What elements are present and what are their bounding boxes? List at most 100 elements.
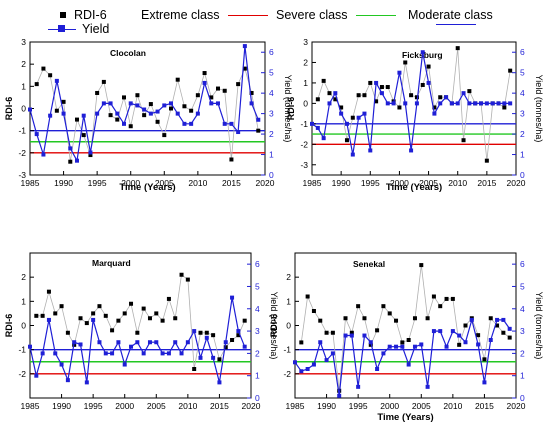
yield-point bbox=[110, 351, 115, 356]
legend-item-extreme: Extreme class bbox=[141, 8, 268, 22]
yield-point bbox=[449, 101, 454, 106]
yield-point bbox=[409, 148, 414, 153]
rdi6-point bbox=[54, 108, 59, 113]
x-tick-label: 2020 bbox=[242, 401, 261, 411]
rdi6-point bbox=[110, 328, 115, 333]
y-tick-label: 0 bbox=[286, 321, 291, 331]
rdi6-point bbox=[88, 153, 93, 158]
yield-point bbox=[61, 111, 66, 116]
rdi6-point bbox=[431, 294, 436, 299]
yield-point bbox=[406, 362, 411, 367]
yield-point bbox=[175, 111, 180, 116]
panel-title: Senekal bbox=[353, 259, 385, 269]
yield-point bbox=[135, 103, 140, 108]
rdi6-point bbox=[321, 78, 326, 83]
yield-point bbox=[160, 351, 165, 356]
y-tick-label: 2 bbox=[286, 272, 291, 282]
panel-title: Marquard bbox=[92, 258, 131, 268]
rdi6-point bbox=[175, 77, 180, 82]
yield-point bbox=[432, 111, 437, 116]
y2-tick-label: 3 bbox=[520, 326, 525, 336]
rdi6-point bbox=[179, 272, 184, 277]
yield-point bbox=[444, 344, 449, 349]
yield-point bbox=[463, 340, 468, 345]
rdi6-point bbox=[95, 90, 100, 95]
rdi6-point bbox=[327, 91, 332, 96]
rdi6-point bbox=[217, 357, 222, 362]
yield-point bbox=[502, 101, 507, 106]
yield-point bbox=[230, 295, 235, 300]
y2-tick-label: 5 bbox=[520, 281, 525, 291]
rdi6-point bbox=[356, 93, 361, 98]
rdi6-point bbox=[148, 102, 153, 107]
rdi6-point bbox=[381, 304, 386, 309]
yield-point bbox=[343, 333, 348, 338]
rdi6-point bbox=[65, 330, 70, 335]
y-tick-label: -2 bbox=[283, 369, 291, 379]
yield-point bbox=[374, 80, 379, 85]
yield-point bbox=[242, 344, 247, 349]
rdi6-point bbox=[315, 97, 320, 102]
yield-point bbox=[438, 329, 443, 334]
x-tick-label: 1995 bbox=[361, 178, 380, 188]
yield-point bbox=[195, 111, 200, 116]
y-tick-label: -2 bbox=[18, 148, 26, 158]
panel-title: Clocolan bbox=[110, 48, 146, 58]
yield-point bbox=[414, 101, 419, 106]
yield-point bbox=[108, 101, 113, 106]
x-tick-label: 2020 bbox=[256, 178, 275, 188]
y-tick-label: -3 bbox=[300, 160, 308, 170]
rdi6-point bbox=[438, 95, 443, 100]
y2-tick-label: 5 bbox=[255, 281, 260, 291]
rdi6-point bbox=[209, 95, 214, 100]
rdi6-point bbox=[406, 338, 411, 342]
rdi6-point bbox=[299, 340, 304, 345]
x-tick-label: 2020 bbox=[507, 178, 526, 188]
yield-point bbox=[217, 380, 222, 385]
yield-point bbox=[467, 101, 472, 106]
y2-tick-label: 2 bbox=[520, 348, 525, 358]
rdi6-point bbox=[122, 311, 127, 316]
y-axis-label: RDI-6 bbox=[4, 97, 14, 121]
legend-item-rdi6: RDI-6 bbox=[60, 8, 107, 22]
yield-point bbox=[501, 317, 506, 322]
y2-tick-label: 4 bbox=[520, 304, 525, 314]
rdi6-point bbox=[141, 306, 146, 311]
x-tick-label: 1990 bbox=[52, 401, 71, 411]
rdi6-point bbox=[166, 296, 171, 301]
y2-tick-label: 0 bbox=[520, 393, 525, 403]
yield-point bbox=[394, 344, 399, 349]
rdi6-point bbox=[349, 330, 354, 335]
rdi6-series-line bbox=[36, 67, 259, 162]
rdi6-point bbox=[185, 277, 190, 282]
y-tick-label: -1 bbox=[283, 345, 291, 355]
yield-point bbox=[356, 115, 361, 120]
rdi6-point bbox=[135, 93, 140, 98]
rdi6-point bbox=[48, 73, 53, 78]
yield-point bbox=[344, 121, 349, 126]
rdi6-point bbox=[142, 113, 147, 118]
x-tick-label: 1985 bbox=[21, 178, 40, 188]
y2-tick-label: 2 bbox=[269, 129, 274, 139]
x-tick-label: 1995 bbox=[349, 401, 368, 411]
rdi6-point bbox=[154, 311, 159, 316]
rdi6-point bbox=[129, 301, 134, 306]
rdi6-point bbox=[68, 159, 73, 164]
rdi6-point bbox=[91, 311, 96, 316]
legend-swatch-extreme bbox=[227, 14, 268, 16]
y2-tick-label: 2 bbox=[520, 129, 525, 139]
y-tick-label: -2 bbox=[300, 139, 308, 149]
yield-point bbox=[148, 111, 153, 116]
y-tick-label: 1 bbox=[21, 296, 26, 306]
yield-point bbox=[142, 107, 147, 112]
rdi6-point bbox=[420, 82, 425, 87]
y-tick-label: 1 bbox=[21, 81, 26, 91]
yield-point bbox=[189, 121, 194, 126]
yield-point bbox=[419, 342, 424, 347]
yield-point bbox=[479, 101, 484, 106]
x-tick-label: 1985 bbox=[286, 401, 305, 411]
yield-point bbox=[135, 340, 140, 345]
rdi6-point bbox=[409, 93, 414, 98]
y2-tick-label: 1 bbox=[520, 371, 525, 381]
yield-point bbox=[28, 344, 32, 349]
